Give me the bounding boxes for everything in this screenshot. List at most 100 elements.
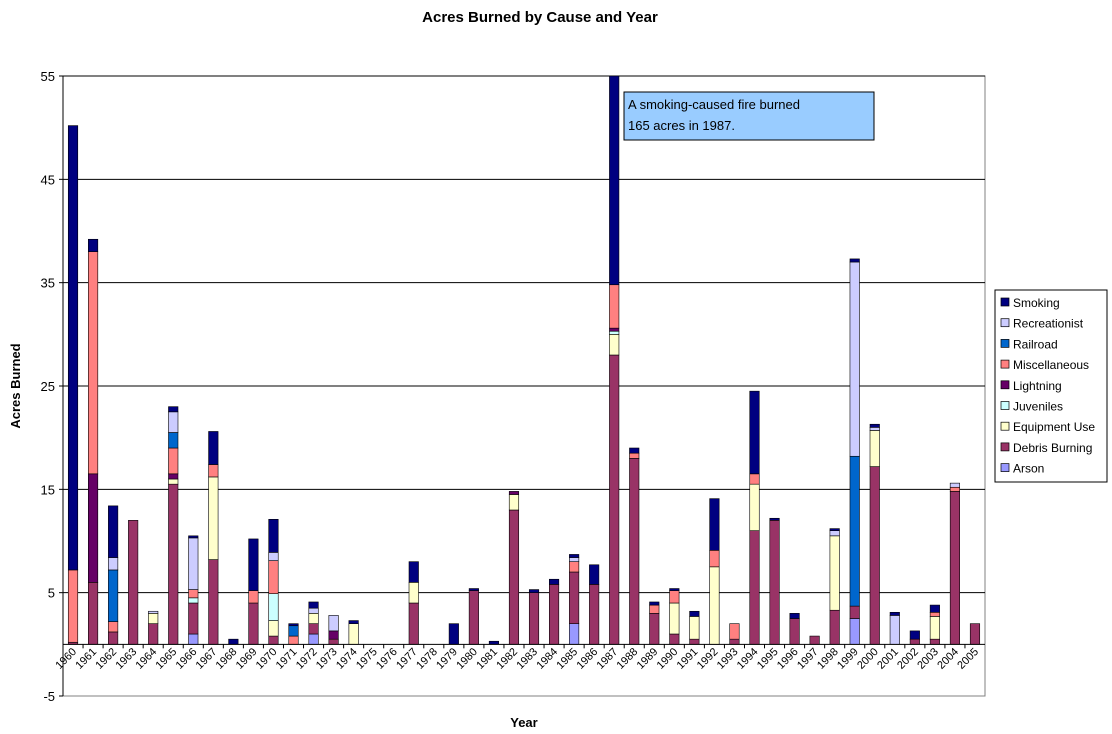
bar-segment bbox=[689, 610, 700, 617]
y-tick-label: 25 bbox=[41, 379, 55, 394]
bar-segment bbox=[528, 592, 540, 645]
bar-segment bbox=[288, 625, 299, 637]
bar-segment bbox=[168, 406, 179, 413]
annotation-line-2: 165 acres in 1987. bbox=[628, 118, 735, 133]
bar-segment bbox=[188, 597, 199, 604]
bar-segment bbox=[168, 478, 179, 485]
bar-segment bbox=[148, 613, 159, 624]
bar-stacks bbox=[67, 75, 981, 645]
bar-segment bbox=[969, 623, 981, 645]
legend-label: Lightning bbox=[1013, 379, 1062, 393]
annotation-box: A smoking-caused fire burned 165 acres i… bbox=[623, 91, 875, 141]
bar-segment bbox=[328, 630, 339, 640]
legend-swatch bbox=[1000, 442, 1010, 452]
annotation-line-1: A smoking-caused fire burned bbox=[628, 97, 800, 112]
annotation-background bbox=[623, 91, 875, 141]
bar-segment bbox=[308, 607, 319, 614]
bar-segment bbox=[569, 623, 580, 645]
bar-segment bbox=[949, 491, 960, 645]
bar-segment bbox=[629, 447, 640, 454]
bar-segment bbox=[188, 589, 199, 599]
bar-segment bbox=[468, 588, 479, 591]
bar-segment bbox=[609, 334, 620, 356]
bar-segment bbox=[549, 578, 560, 585]
bar-segment bbox=[188, 602, 199, 635]
bar-segment bbox=[929, 616, 940, 640]
bar-segment bbox=[569, 557, 580, 562]
legend-label: Miscellaneous bbox=[1013, 358, 1089, 372]
legend-label: Smoking bbox=[1013, 296, 1060, 310]
bar-segment bbox=[288, 635, 299, 645]
bar-segment bbox=[268, 620, 279, 637]
bar-segment bbox=[208, 431, 219, 465]
bar-segment bbox=[709, 498, 720, 551]
y-tick-label: -5 bbox=[43, 689, 55, 704]
bar-segment bbox=[408, 602, 419, 645]
bar-segment bbox=[328, 615, 339, 632]
bar-segment bbox=[248, 590, 259, 604]
bar-segment bbox=[729, 623, 740, 640]
bar-segment bbox=[348, 623, 359, 645]
bar-segment bbox=[849, 258, 860, 263]
bar-segment bbox=[528, 589, 540, 593]
y-tick-label: 5 bbox=[48, 586, 55, 601]
bar-segment bbox=[248, 602, 259, 645]
bar-segment bbox=[148, 623, 159, 645]
legend-label: Railroad bbox=[1013, 337, 1058, 351]
bar-segment bbox=[208, 559, 219, 645]
legend-label: Equipment Use bbox=[1013, 420, 1095, 434]
bar-segment bbox=[869, 466, 880, 645]
bar-segment bbox=[929, 638, 940, 645]
y-tick-label: 15 bbox=[41, 482, 55, 497]
bar-segment bbox=[649, 613, 660, 645]
bar-segment bbox=[889, 615, 900, 645]
bar-segment bbox=[689, 638, 700, 645]
legend-swatch bbox=[1000, 359, 1010, 369]
legend-swatch bbox=[1000, 421, 1010, 431]
bar-segment bbox=[88, 473, 99, 583]
bar-segment bbox=[829, 528, 840, 531]
bar-segment bbox=[849, 605, 860, 619]
bar-segment bbox=[609, 75, 620, 286]
bar-segment bbox=[508, 491, 520, 495]
bar-segment bbox=[148, 610, 159, 614]
bar-segment bbox=[749, 390, 760, 475]
bar-segment bbox=[609, 354, 620, 645]
bar-segment bbox=[308, 613, 319, 624]
bar-segment bbox=[909, 630, 920, 640]
bar-segment bbox=[709, 566, 720, 645]
bar-segment bbox=[208, 464, 219, 478]
legend-label: Juveniles bbox=[1013, 400, 1063, 414]
bar-segment bbox=[929, 604, 940, 613]
bar-segment bbox=[108, 569, 119, 622]
y-tick-labels: -5 5 15 25 35 45 55 bbox=[41, 69, 63, 704]
bar-segment bbox=[268, 560, 279, 595]
bar-segment bbox=[849, 455, 860, 607]
bar-segment bbox=[408, 582, 419, 604]
legend-swatch bbox=[1000, 463, 1010, 472]
bar-segment bbox=[408, 561, 419, 583]
bar-segment bbox=[869, 427, 880, 431]
bar-segment bbox=[609, 284, 620, 329]
bar-segment bbox=[508, 494, 520, 511]
bar-segment bbox=[248, 538, 259, 591]
bar-segment bbox=[949, 486, 960, 492]
bar-segment bbox=[829, 535, 840, 611]
bar-segment bbox=[268, 518, 279, 553]
bar-segment bbox=[849, 261, 860, 457]
bar-segment bbox=[168, 447, 179, 475]
legend-swatch bbox=[1000, 380, 1010, 390]
bar-segment bbox=[108, 631, 119, 645]
bar-segment bbox=[789, 613, 800, 619]
bar-segment bbox=[108, 505, 119, 558]
bar-segment bbox=[308, 633, 319, 645]
bar-segment bbox=[609, 330, 620, 335]
bar-segment bbox=[769, 520, 780, 645]
x-axis-title: Year bbox=[510, 715, 537, 730]
bar-segment bbox=[609, 327, 620, 332]
bar-segment bbox=[188, 633, 199, 645]
bar-segment bbox=[669, 588, 680, 591]
bar-segment bbox=[569, 561, 580, 573]
bar-segment bbox=[549, 584, 560, 645]
bar-segment bbox=[448, 623, 459, 645]
